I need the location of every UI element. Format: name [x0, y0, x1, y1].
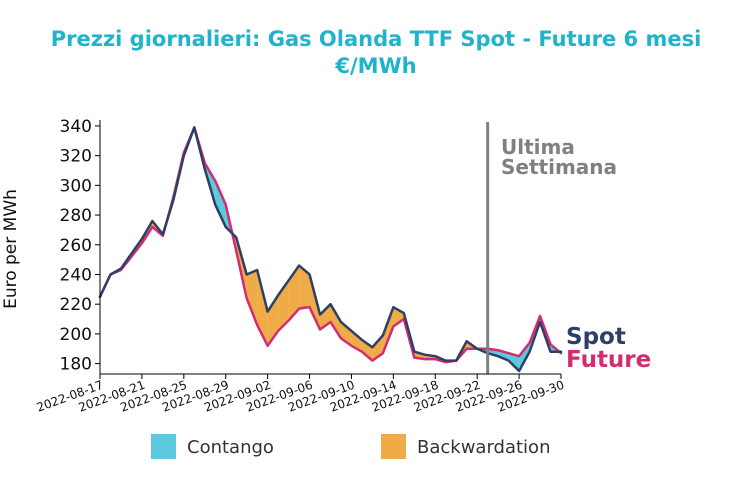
legend-label-backwardation: Backwardation — [417, 437, 550, 458]
backwardation-fill — [288, 265, 300, 321]
legend-swatch-contango — [151, 434, 176, 459]
backwardation-fill — [361, 339, 373, 361]
backwardation-fill — [299, 265, 310, 309]
backwardation-fill — [382, 307, 394, 354]
contango-fill — [508, 353, 520, 372]
backwardation-fill — [246, 270, 258, 325]
backwardation-fill — [257, 270, 268, 346]
series-label-spot: Spot — [566, 324, 626, 350]
y-tick-label: 240 — [60, 265, 92, 285]
series-label-future: Future — [566, 347, 651, 373]
y-tick-label: 300 — [60, 176, 92, 196]
chart-title: Prezzi giornalieri: Gas Olanda TTF Spot … — [51, 27, 702, 51]
annotation-line-1: Ultima — [501, 135, 575, 159]
backwardation-fill — [330, 304, 341, 339]
legend: Contango Backwardation — [151, 434, 550, 459]
y-tick-label: 320 — [60, 147, 92, 167]
contango-fill — [215, 180, 226, 227]
legend-label-contango: Contango — [187, 437, 274, 458]
y-tick-label: 200 — [60, 325, 92, 345]
series-line-spot — [98, 126, 563, 373]
spread-fills — [110, 127, 561, 372]
series-lines — [98, 126, 563, 373]
y-tick-label: 260 — [60, 236, 92, 256]
legend-swatch-backwardation — [381, 434, 406, 459]
axes: 1802002202402602803003203402022-08-17202… — [35, 117, 566, 415]
chart-title-unit: €/MWh — [334, 54, 416, 78]
series-line-future — [98, 126, 563, 364]
y-tick-label: 180 — [60, 355, 92, 375]
y-tick-label: 280 — [60, 206, 92, 226]
y-tick-label: 340 — [60, 117, 92, 137]
annotation-line-2: Settimana — [501, 155, 617, 179]
y-axis-label: Euro per MWh — [1, 189, 21, 309]
y-tick-label: 220 — [60, 295, 92, 315]
